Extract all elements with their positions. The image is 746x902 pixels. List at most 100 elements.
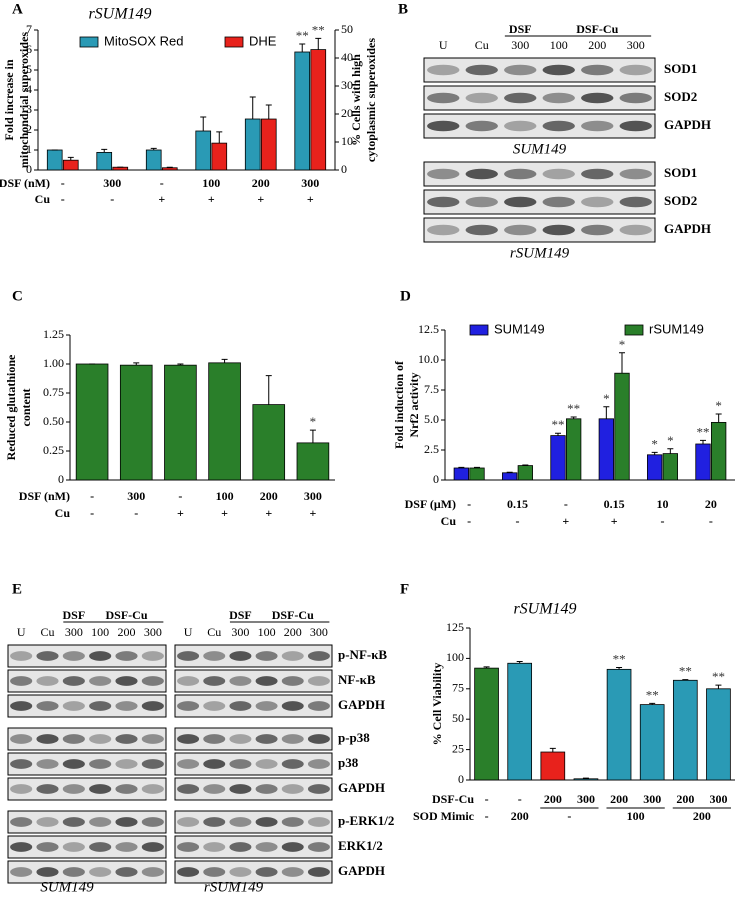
blot-band [619, 224, 652, 236]
y2-tick-label: 50 [341, 22, 353, 36]
blot-band [36, 842, 59, 852]
category-label: 200 [260, 489, 278, 503]
error-bar [299, 43, 306, 52]
y2-tick-label: 0 [341, 162, 347, 176]
bar [566, 418, 582, 481]
error-bar [522, 464, 529, 466]
significance: ** [312, 22, 325, 37]
category-label: 100 [627, 809, 645, 823]
axis-title: Fold increase in [2, 59, 16, 140]
lane-label: 300 [310, 625, 328, 639]
category-label: 10 [657, 497, 669, 511]
blot-band [255, 842, 278, 852]
legend-label: DHE [249, 33, 277, 48]
y2-tick-label: 30 [341, 78, 353, 92]
lane-label: 200 [118, 625, 136, 639]
row-label: SOD2 [664, 193, 697, 208]
row-label: NF-κB [338, 672, 376, 687]
blot-band [115, 867, 138, 877]
blot-band [203, 784, 226, 794]
category-label: + [562, 514, 569, 528]
blot-frame [174, 694, 333, 718]
category-label: + [265, 506, 272, 520]
blot-band [255, 867, 278, 877]
blot-frame [174, 727, 333, 751]
blot-band [581, 64, 614, 76]
row-name: Cu [35, 192, 51, 206]
category-label: - [564, 497, 568, 511]
blot-frame [7, 669, 167, 693]
error-bar [473, 466, 480, 468]
bar [695, 443, 711, 481]
blot-band [619, 196, 652, 208]
blot-band [307, 867, 330, 877]
blot-band [619, 168, 652, 180]
category-label: - [518, 792, 522, 806]
y-tick-label: 1.00 [43, 356, 64, 370]
category-label: + [177, 506, 184, 520]
blot-band [542, 224, 575, 236]
significance: * [667, 433, 674, 448]
lane-label: U [184, 625, 193, 639]
bar [639, 704, 665, 781]
blot-band [255, 784, 278, 794]
error-bar [249, 96, 256, 119]
axis-title: % Cells with high [349, 54, 363, 146]
blot-band [203, 842, 226, 852]
treatment-label: DSF-Cu [105, 608, 147, 622]
blot-band [36, 759, 59, 769]
error-bar [516, 660, 523, 664]
blot-frame [7, 694, 167, 718]
blot-band [62, 759, 85, 769]
category-label: - [467, 514, 471, 528]
error-bar [715, 684, 722, 689]
category-label: 200 [544, 792, 562, 806]
category-label: - [134, 506, 138, 520]
category-label: 200 [511, 809, 529, 823]
category-label: 100 [202, 176, 220, 190]
category-label: + [611, 514, 618, 528]
row-label: GAPDH [338, 863, 385, 878]
category-label: + [307, 192, 314, 206]
blot-band [177, 651, 200, 661]
blot-band [89, 701, 112, 711]
blot-frame [423, 161, 656, 187]
significance: * [619, 337, 626, 352]
category-label: - [90, 506, 94, 520]
bar [296, 442, 330, 481]
blot-band [465, 92, 498, 104]
error-bar [715, 413, 722, 423]
blot-band [281, 734, 304, 744]
blot-band [10, 784, 33, 794]
blot-band [89, 734, 112, 744]
blot-band [619, 92, 652, 104]
blot-band [141, 651, 164, 661]
blot-band [177, 817, 200, 827]
blot-band [504, 224, 537, 236]
blot-band [255, 651, 278, 661]
row-name: DSF-Cu [432, 792, 474, 806]
blot-band [115, 759, 138, 769]
y-tick-label: 0 [458, 772, 464, 786]
blot-band [141, 734, 164, 744]
blot-band [255, 701, 278, 711]
blot-band [36, 651, 59, 661]
axis-title: Fold induction of [392, 360, 406, 449]
y-tick-label: 50 [452, 711, 464, 725]
row-label: GAPDH [338, 697, 385, 712]
blot-band [229, 842, 252, 852]
bar [517, 465, 533, 481]
panel-label: A [12, 1, 23, 17]
blot-band [255, 759, 278, 769]
blot-band [89, 651, 112, 661]
bar [62, 159, 79, 171]
y-tick-label: 0.25 [43, 443, 64, 457]
blot-band [62, 701, 85, 711]
y-tick-label: 0.50 [43, 414, 64, 428]
error-bar [265, 375, 272, 405]
category-label: - [709, 514, 713, 528]
lane-label: 100 [91, 625, 109, 639]
blot-band [115, 701, 138, 711]
blot-band [427, 92, 460, 104]
